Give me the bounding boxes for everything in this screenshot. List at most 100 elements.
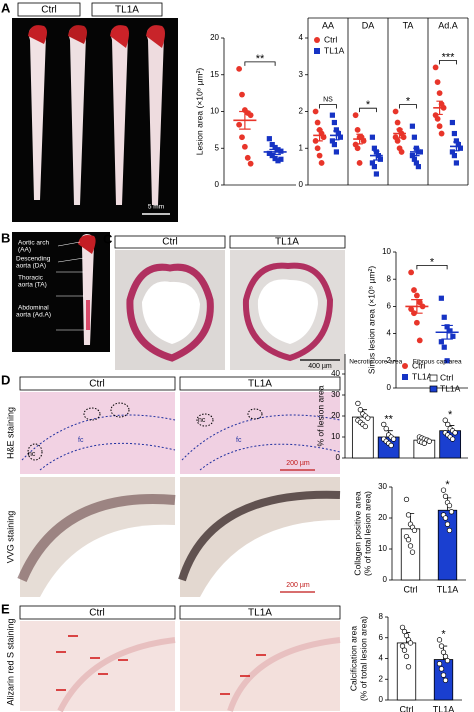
y-tick-label: 10	[378, 544, 387, 553]
data-point	[411, 527, 418, 534]
data-point	[403, 496, 410, 503]
data-point	[399, 624, 406, 631]
data-point	[441, 344, 447, 350]
y-tick-label: 8	[387, 274, 392, 283]
data-point	[407, 640, 414, 646]
y-tick-label: 2	[387, 356, 392, 365]
y-tick-label: 20	[210, 33, 219, 42]
error-bar	[396, 128, 403, 139]
y-tick-label: 5	[215, 143, 220, 152]
data-point	[269, 153, 275, 159]
scale-bar-label: 400 µm	[308, 363, 332, 370]
data-point	[329, 112, 335, 118]
error-bar	[436, 100, 443, 116]
category-label: TL1A	[433, 704, 455, 712]
significance-label: **	[384, 413, 393, 425]
data-point	[442, 493, 449, 499]
data-point	[426, 438, 432, 444]
data-point	[236, 121, 243, 128]
data-point	[239, 134, 245, 141]
data-point	[405, 537, 412, 543]
y-tick-label: 0	[336, 453, 341, 462]
data-point	[438, 130, 445, 137]
data-point	[449, 149, 455, 155]
significance-bracket	[416, 265, 448, 270]
data-point	[434, 79, 441, 85]
y-tick-label: 10	[210, 107, 219, 116]
data-point	[409, 549, 416, 555]
region-label: Aortic arch	[18, 240, 49, 247]
header: TL1A	[275, 237, 299, 248]
data-point	[394, 138, 401, 144]
data-point	[399, 643, 406, 649]
data-point	[444, 657, 451, 664]
data-point	[398, 149, 405, 155]
data-point	[438, 666, 445, 672]
y-tick-label: 6	[379, 633, 384, 642]
legend-swatch	[402, 374, 408, 380]
data-point	[409, 153, 415, 159]
legend-label: Ctrl	[324, 34, 337, 44]
y-tick-label: 30	[331, 390, 340, 399]
legend-label: TL1A	[324, 45, 345, 55]
panel-b-photo: Aortic arch (AA) Descending aorta (DA) T…	[12, 232, 110, 352]
y-tick-label: 30	[378, 482, 387, 491]
data-point	[408, 269, 415, 276]
data-point	[436, 90, 443, 97]
data-point	[247, 112, 254, 119]
annotation: nc	[28, 451, 36, 458]
data-point	[440, 649, 447, 655]
data-point	[394, 119, 401, 126]
y-tick-label: 10	[382, 247, 391, 256]
data-point	[392, 108, 399, 115]
data-point	[312, 138, 319, 144]
data-point	[272, 144, 278, 151]
data-point	[457, 145, 463, 151]
panel-d-images: Ctrl TL1A nc nc fc fc 200 µm 200 µm H&E …	[5, 376, 341, 597]
error-bar	[413, 147, 420, 157]
y-axis-label: Sinus lesion area (×10⁵ µm²)	[366, 266, 376, 375]
data-point	[333, 127, 339, 133]
y-tick-label: 0	[215, 180, 220, 189]
panel-letter: C	[103, 231, 113, 246]
data-point	[451, 153, 457, 159]
error-bar	[411, 299, 423, 314]
data-point	[377, 156, 383, 162]
data-point	[438, 339, 444, 345]
data-point	[266, 150, 272, 156]
y-tick-label: 40	[331, 369, 340, 378]
panel-letter: A	[1, 0, 11, 15]
significance-label: *	[441, 629, 446, 641]
data-point	[421, 440, 427, 446]
significance-label: *	[448, 409, 453, 421]
region-label: Descending	[16, 256, 51, 263]
scale-bar-label: 5 mm	[148, 204, 164, 211]
data-point	[266, 136, 272, 142]
data-point	[337, 134, 343, 140]
data-point	[442, 677, 449, 683]
significance-bracket	[319, 104, 337, 109]
data-point	[316, 152, 323, 159]
significance-bracket	[399, 104, 417, 109]
data-point	[335, 130, 341, 137]
data-point	[442, 515, 449, 521]
y-tick-label: 20	[378, 513, 387, 522]
y-tick-label: 0	[383, 575, 388, 584]
data-point	[241, 143, 248, 150]
data-point	[411, 156, 417, 162]
data-point	[403, 653, 410, 660]
region-label: aorta (Ad.A)	[16, 312, 51, 319]
data-point	[371, 164, 377, 170]
data-point	[450, 333, 456, 339]
data-point	[448, 509, 455, 515]
data-point	[434, 115, 441, 122]
data-point	[442, 417, 448, 423]
y-axis-label: (% of total lesion area)	[362, 491, 372, 576]
data-point	[415, 164, 421, 170]
data-point	[441, 314, 447, 320]
data-point	[239, 91, 245, 98]
data-point	[400, 134, 407, 141]
data-point	[411, 134, 417, 140]
data-point	[312, 108, 319, 115]
